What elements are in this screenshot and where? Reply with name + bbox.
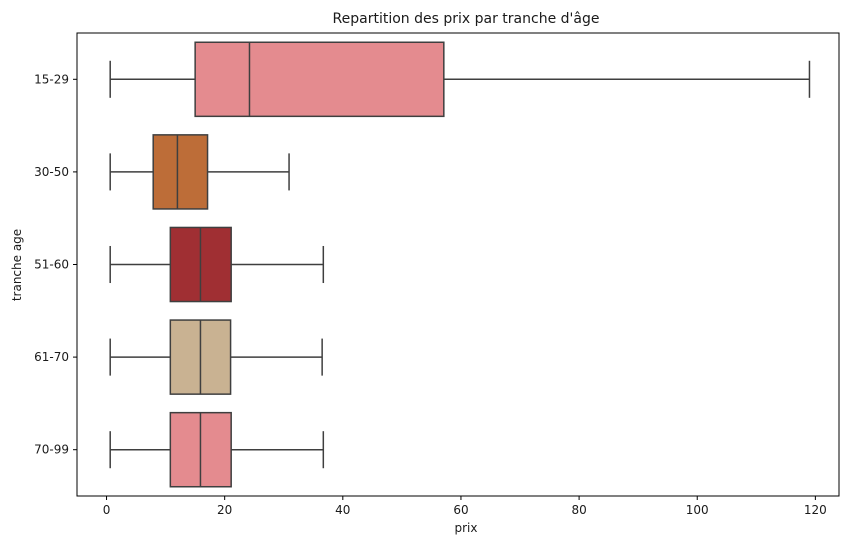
box-51-60 [109, 226, 325, 303]
y-axis-label: tranche age [10, 229, 24, 301]
y-tick-label: 61-70 [34, 350, 69, 364]
y-tick-label: 30-50 [34, 165, 69, 179]
plot-area [76, 32, 840, 497]
x-tick-label: 40 [335, 503, 350, 517]
x-axis: 0 20 40 60 80 100 120 [103, 496, 827, 517]
x-tick-label: 0 [103, 503, 111, 517]
box-iqr [152, 134, 209, 210]
box-15-29 [109, 41, 811, 118]
y-tick-label: 15-29 [34, 72, 69, 86]
box-70-99 [109, 411, 325, 488]
x-tick-label: 120 [804, 503, 827, 517]
x-tick-label: 80 [571, 503, 586, 517]
x-axis-label: prix [455, 521, 478, 535]
y-tick-label: 51-60 [34, 258, 69, 272]
box-iqr [194, 41, 445, 118]
x-tick-label: 100 [686, 503, 709, 517]
chart-title: Repartition des prix par tranche d'âge [333, 11, 600, 27]
box-30-50 [109, 134, 290, 210]
x-tick-label: 60 [453, 503, 468, 517]
y-axis: 15-29 30-50 51-60 61-70 70-99 [34, 72, 77, 457]
x-tick-label: 20 [217, 503, 232, 517]
box-61-70 [109, 319, 323, 395]
y-tick-label: 70-99 [34, 443, 69, 457]
